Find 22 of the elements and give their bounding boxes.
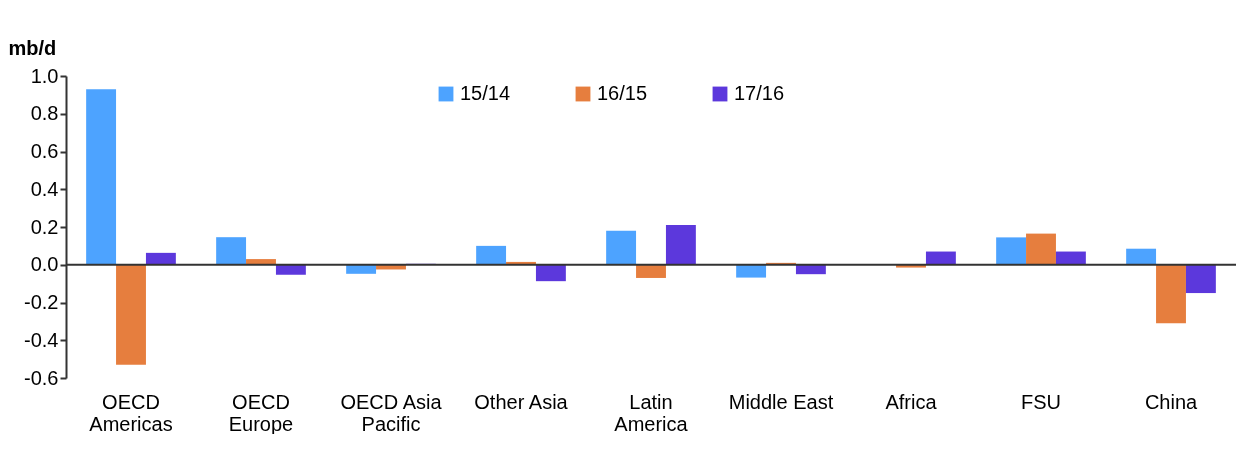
x-tick-label: Other Asia bbox=[474, 390, 569, 413]
y-tick-label: 0.0 bbox=[30, 253, 59, 276]
y-tick-label: 0.2 bbox=[30, 215, 59, 238]
x-tick-label: China bbox=[1144, 390, 1198, 413]
x-tick-label: OECD Europe bbox=[228, 390, 294, 435]
x-tick-label: OECD Asia Pacific bbox=[340, 390, 443, 435]
y-tick-label: -0.4 bbox=[24, 328, 59, 351]
x-tick-label: Africa bbox=[885, 390, 938, 413]
legend-label: 15/14 bbox=[460, 82, 511, 104]
x-tick-label: Middle East bbox=[728, 390, 834, 413]
y-tick-label: 0.8 bbox=[30, 102, 59, 125]
y-axis-title: mb/d bbox=[8, 36, 57, 59]
x-tick-label: Latin America bbox=[614, 390, 689, 435]
y-tick-label: 0.6 bbox=[30, 140, 59, 162]
y-tick-label: -0.2 bbox=[24, 291, 59, 313]
x-tick-label: FSU bbox=[1021, 390, 1061, 413]
legend-label: 17/16 bbox=[734, 82, 785, 104]
x-tick-label: OECD Americas bbox=[89, 390, 173, 435]
y-tick-label: 0.4 bbox=[30, 177, 59, 200]
y-tick-label: 1.0 bbox=[30, 64, 59, 87]
legend-label: 16/15 bbox=[597, 82, 648, 104]
y-tick-label: -0.6 bbox=[24, 366, 59, 389]
